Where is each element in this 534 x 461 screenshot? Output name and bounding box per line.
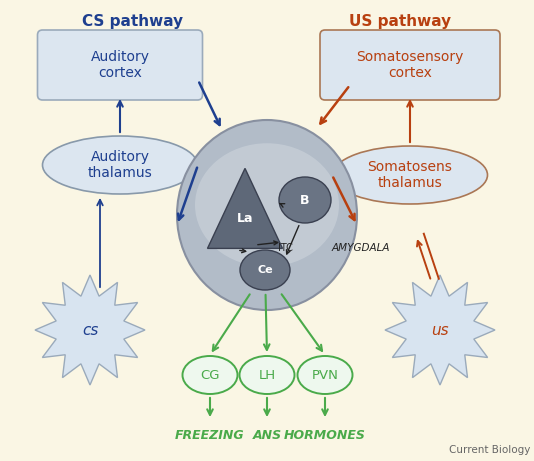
Text: US pathway: US pathway — [349, 14, 451, 29]
Text: CS pathway: CS pathway — [82, 14, 184, 29]
Ellipse shape — [297, 356, 352, 394]
Text: ANS: ANS — [253, 429, 281, 442]
Text: ITC: ITC — [278, 243, 293, 253]
Polygon shape — [208, 168, 282, 248]
Text: FREEZING: FREEZING — [175, 429, 245, 442]
FancyBboxPatch shape — [320, 30, 500, 100]
Text: AMYGDALA: AMYGDALA — [332, 243, 390, 253]
Text: Current Biology: Current Biology — [449, 445, 530, 455]
Text: PVN: PVN — [311, 368, 339, 382]
Text: La: La — [237, 212, 253, 225]
Text: B: B — [300, 194, 310, 207]
Text: Auditory
thalamus: Auditory thalamus — [88, 150, 152, 180]
Text: HORMONES: HORMONES — [284, 429, 366, 442]
Text: Auditory
cortex: Auditory cortex — [90, 50, 150, 80]
Text: CG: CG — [200, 368, 220, 382]
Ellipse shape — [240, 250, 290, 290]
Polygon shape — [35, 275, 145, 385]
Polygon shape — [385, 275, 495, 385]
Ellipse shape — [183, 356, 238, 394]
Text: LH: LH — [258, 368, 276, 382]
Ellipse shape — [177, 120, 357, 310]
Ellipse shape — [240, 356, 294, 394]
Text: Somatosensory
cortex: Somatosensory cortex — [356, 50, 464, 80]
Text: Ce: Ce — [257, 265, 273, 275]
Ellipse shape — [333, 146, 488, 204]
Ellipse shape — [279, 177, 331, 223]
Ellipse shape — [43, 136, 198, 194]
Text: us: us — [431, 323, 449, 337]
Text: Somatosens
thalamus: Somatosens thalamus — [367, 160, 452, 190]
Ellipse shape — [195, 143, 339, 267]
FancyBboxPatch shape — [37, 30, 202, 100]
Text: cs: cs — [82, 323, 98, 337]
